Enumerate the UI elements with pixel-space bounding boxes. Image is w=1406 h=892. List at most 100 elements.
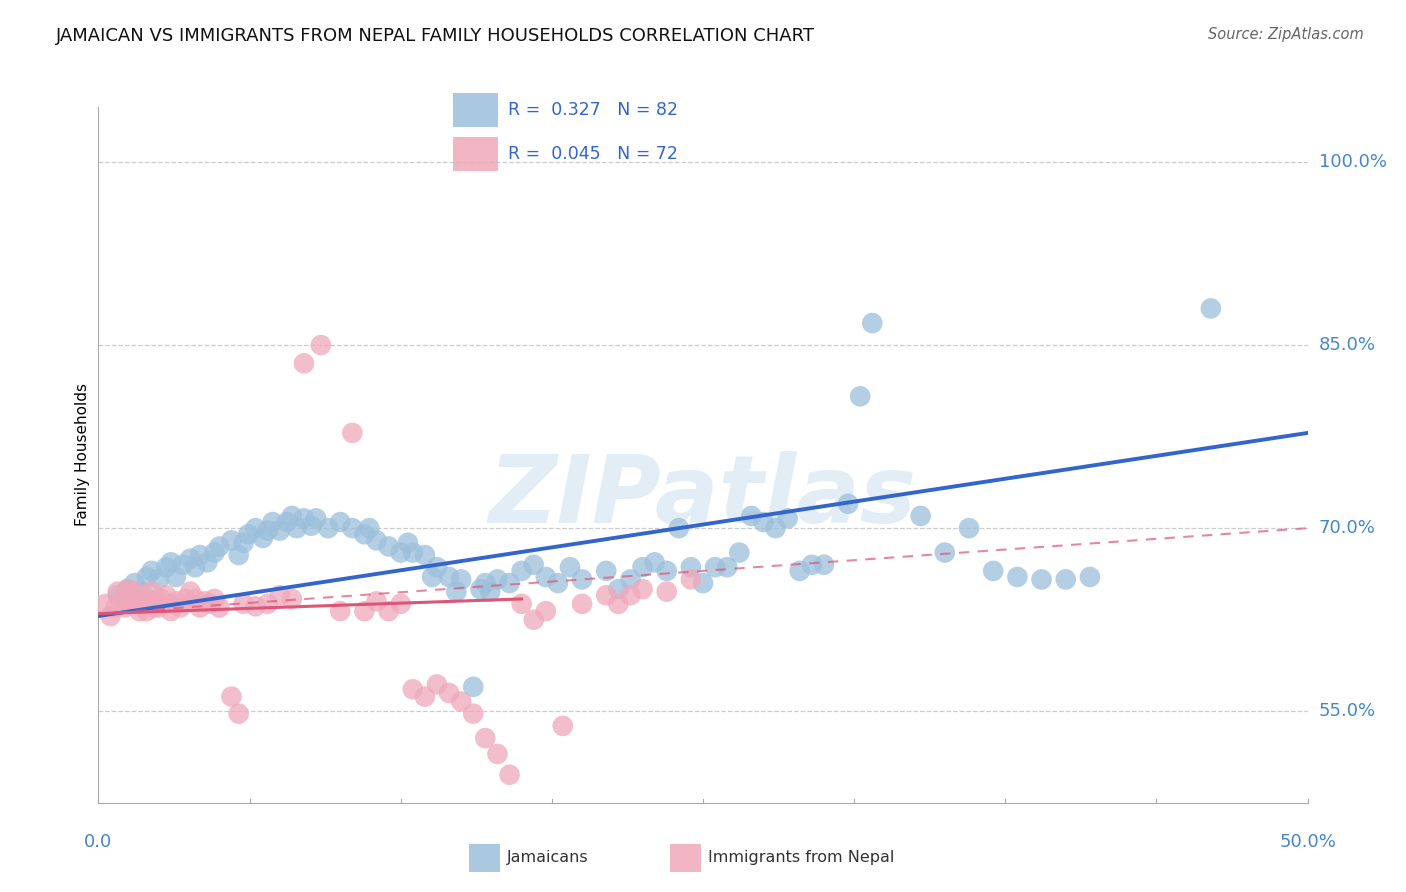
Point — [486, 747, 509, 761]
Point — [679, 560, 702, 574]
Point — [184, 560, 207, 574]
Point — [150, 591, 173, 606]
Point — [813, 558, 835, 572]
Point — [143, 600, 166, 615]
Point — [413, 548, 436, 562]
Point — [165, 570, 187, 584]
Text: JAMAICAN VS IMMIGRANTS FROM NEPAL FAMILY HOUSEHOLDS CORRELATION CHART: JAMAICAN VS IMMIGRANTS FROM NEPAL FAMILY… — [56, 27, 815, 45]
Point — [1078, 570, 1101, 584]
Point — [655, 584, 678, 599]
Point — [179, 584, 201, 599]
Text: 85.0%: 85.0% — [1319, 336, 1375, 354]
Point — [728, 545, 751, 559]
Point — [299, 518, 322, 533]
Point — [285, 521, 308, 535]
Point — [111, 591, 134, 606]
Point — [141, 564, 163, 578]
Point — [446, 584, 468, 599]
Point — [595, 564, 617, 578]
Point — [94, 597, 117, 611]
Point — [534, 570, 557, 584]
Text: 70.0%: 70.0% — [1319, 519, 1375, 537]
Point — [221, 690, 243, 704]
Point — [135, 604, 157, 618]
Point — [276, 515, 298, 529]
Point — [957, 521, 980, 535]
Point — [837, 497, 859, 511]
Point — [281, 591, 304, 606]
Point — [679, 573, 702, 587]
Point — [607, 582, 630, 597]
Point — [437, 686, 460, 700]
Point — [292, 356, 315, 370]
Text: ZIPatlas: ZIPatlas — [489, 450, 917, 542]
Point — [329, 604, 352, 618]
Point — [631, 560, 654, 574]
Point — [510, 564, 533, 578]
Point — [450, 694, 472, 708]
Point — [366, 594, 388, 608]
Point — [558, 560, 581, 574]
Point — [179, 551, 201, 566]
Point — [704, 560, 727, 574]
Point — [157, 597, 180, 611]
Point — [117, 582, 139, 597]
Point — [269, 588, 291, 602]
Point — [1007, 570, 1029, 584]
Text: R =  0.327   N = 82: R = 0.327 N = 82 — [508, 101, 678, 119]
Point — [148, 600, 170, 615]
Point — [114, 600, 136, 615]
Point — [981, 564, 1004, 578]
Point — [655, 564, 678, 578]
Point — [619, 573, 641, 587]
Point — [1199, 301, 1222, 316]
Point — [860, 316, 883, 330]
Point — [281, 508, 304, 523]
Text: 55.0%: 55.0% — [1319, 702, 1376, 720]
Text: 0.0: 0.0 — [84, 833, 112, 851]
Point — [377, 540, 399, 554]
Point — [607, 597, 630, 611]
Point — [498, 576, 520, 591]
Point — [389, 545, 412, 559]
Point — [107, 588, 129, 602]
Point — [121, 597, 143, 611]
Point — [631, 582, 654, 597]
Point — [1031, 573, 1053, 587]
Point — [359, 521, 381, 535]
Point — [131, 588, 153, 602]
Point — [1054, 573, 1077, 587]
Point — [342, 521, 364, 535]
Point — [124, 584, 146, 599]
Bar — [669, 844, 700, 872]
Point — [107, 584, 129, 599]
Point — [160, 604, 183, 618]
Point — [148, 573, 170, 587]
Point — [117, 582, 139, 597]
Point — [426, 560, 449, 574]
Text: Jamaicans: Jamaicans — [508, 850, 589, 864]
Bar — [468, 844, 501, 872]
Point — [571, 573, 593, 587]
Text: R =  0.045   N = 72: R = 0.045 N = 72 — [508, 145, 678, 163]
Point — [776, 511, 799, 525]
Point — [128, 604, 150, 618]
Point — [155, 588, 177, 602]
Point — [245, 521, 267, 535]
Point — [188, 548, 211, 562]
Point — [228, 548, 250, 562]
Y-axis label: Family Households: Family Households — [75, 384, 90, 526]
Text: Immigrants from Nepal: Immigrants from Nepal — [707, 850, 894, 864]
Point — [127, 594, 149, 608]
Point — [551, 719, 574, 733]
Point — [740, 508, 762, 523]
Point — [256, 597, 278, 611]
Point — [208, 600, 231, 615]
Point — [547, 576, 569, 591]
Point — [172, 558, 194, 572]
Point — [256, 524, 278, 538]
Point — [523, 613, 546, 627]
Point — [463, 680, 485, 694]
Point — [135, 570, 157, 584]
Point — [426, 677, 449, 691]
